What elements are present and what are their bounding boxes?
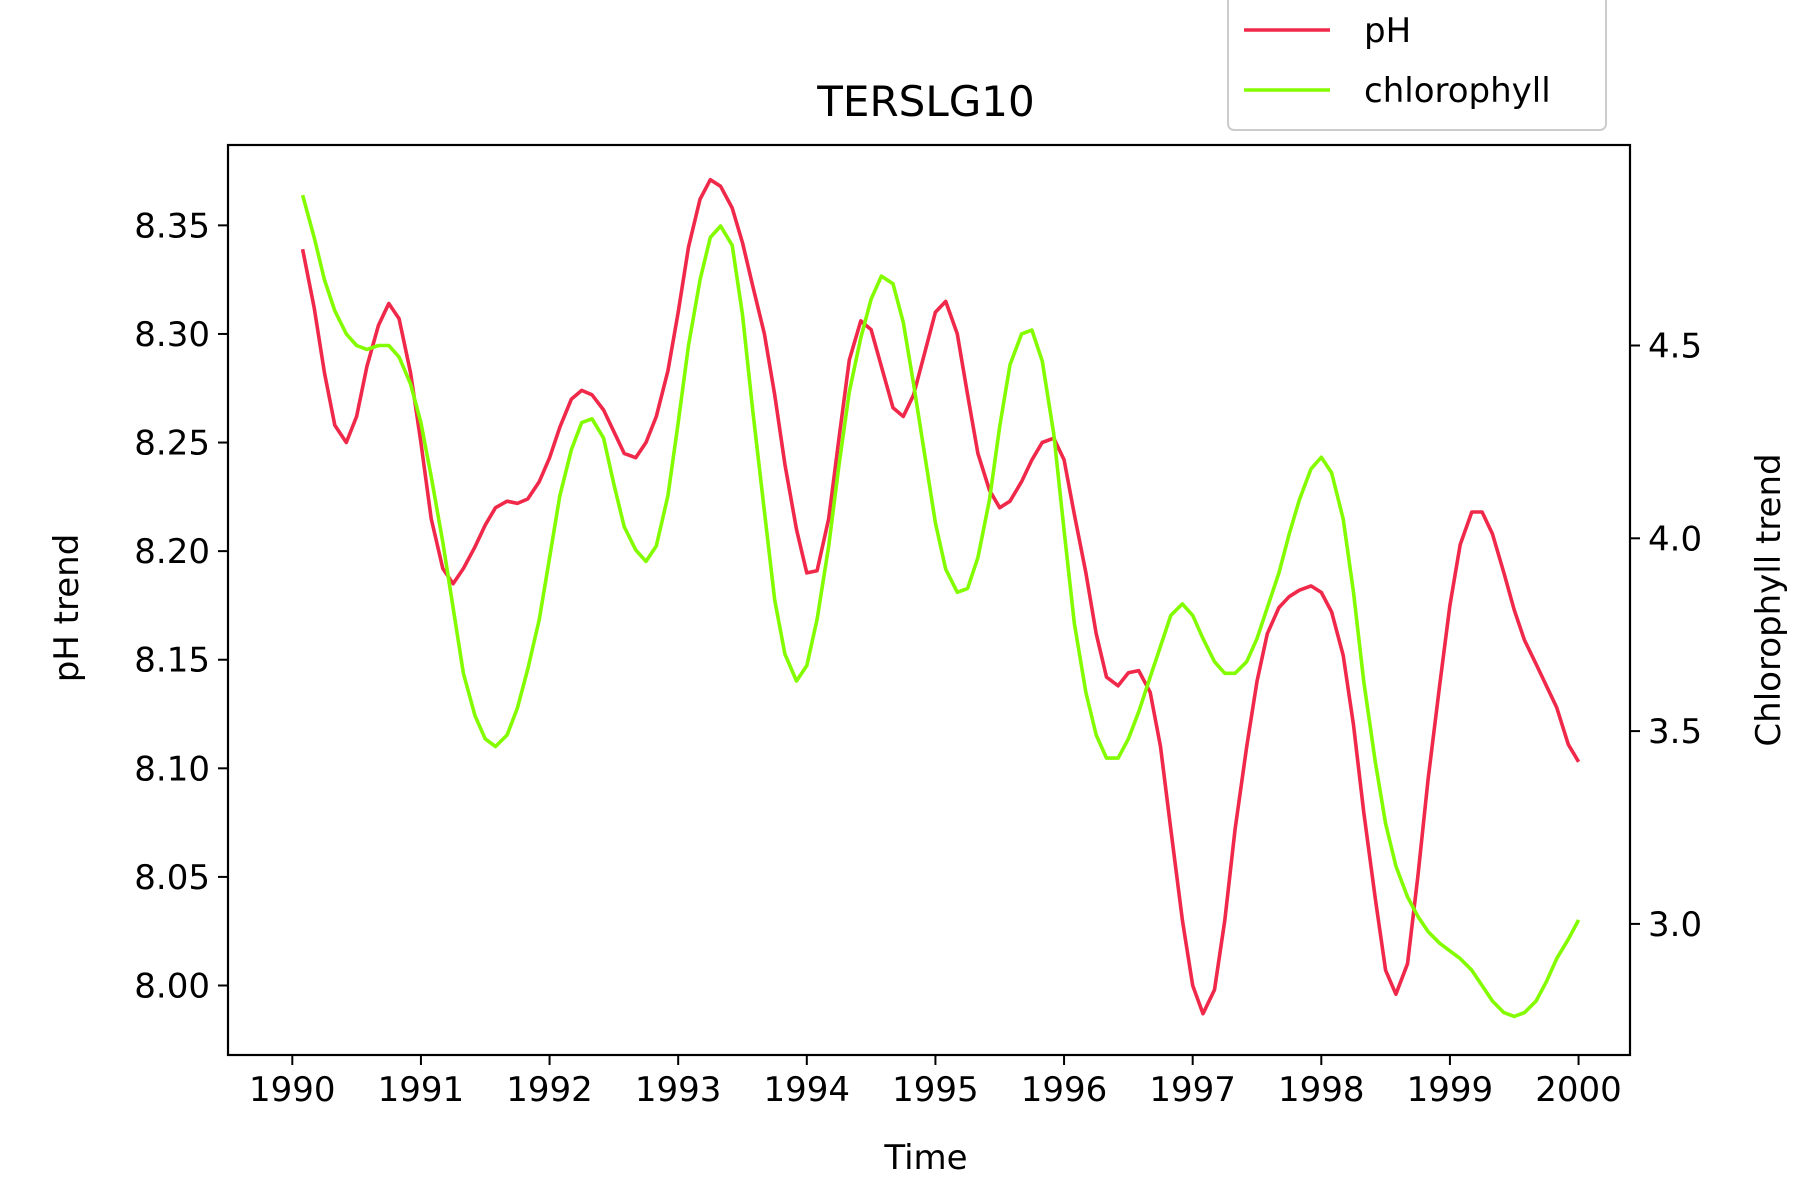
x-tick-label: 1999 xyxy=(1407,1070,1494,1110)
legend-label-ph: pH xyxy=(1364,11,1411,51)
x-tick-label: 1997 xyxy=(1149,1070,1236,1110)
y-axis-right-title: Chlorophyll trend xyxy=(1749,453,1789,746)
series-line-chlorophyll xyxy=(300,194,1581,1019)
chart-title: TERSLG10 xyxy=(816,77,1034,126)
x-tick-label: 1990 xyxy=(249,1070,336,1110)
x-tick-label: 1994 xyxy=(764,1070,851,1110)
x-tick-label: 1995 xyxy=(892,1070,979,1110)
y-left-tick-label: 8.00 xyxy=(134,967,210,1007)
y-left-tick-label: 8.10 xyxy=(134,749,210,789)
y-right-tick-label: 4.5 xyxy=(1648,327,1702,367)
x-axis: 1990 1991 1992 1993 1994 1995 1996 1997 1998 1999… xyxy=(249,1055,1622,1110)
y-axis-right: 3.0 3.5 4.0 4.5 xyxy=(1630,327,1702,945)
series-layer xyxy=(300,177,1581,1019)
y-left-tick-label: 8.25 xyxy=(134,424,210,464)
legend-box xyxy=(1227,0,1607,131)
x-axis-title: Time xyxy=(883,1138,967,1178)
y-axis-left: 8.00 8.05 8.10 8.15 8.20 8.25 8.30 8.35 xyxy=(134,206,228,1007)
y-right-tick-label: 3.0 xyxy=(1648,905,1702,945)
x-tick-label: 1992 xyxy=(506,1070,593,1110)
y-right-tick-label: 3.5 xyxy=(1648,712,1702,752)
legend: pH chlorophyll xyxy=(1227,0,1607,131)
x-tick-label: 2000 xyxy=(1535,1070,1622,1110)
plot-area-frame xyxy=(226,143,1632,1057)
y-left-tick-label: 8.15 xyxy=(134,641,210,681)
x-tick-label: 1991 xyxy=(378,1070,465,1110)
legend-label-chlorophyll: chlorophyll xyxy=(1364,71,1551,111)
y-left-tick-label: 8.20 xyxy=(134,532,210,572)
y-left-tick-label: 8.05 xyxy=(134,858,210,898)
series-line-pH xyxy=(300,177,1581,1016)
x-tick-label: 1993 xyxy=(635,1070,722,1110)
x-tick-label: 1998 xyxy=(1278,1070,1365,1110)
x-tick-label: 1996 xyxy=(1021,1070,1108,1110)
y-axis-left-title: pH trend xyxy=(47,534,87,683)
y-left-tick-label: 8.35 xyxy=(134,206,210,246)
y-right-tick-label: 4.0 xyxy=(1648,519,1702,559)
y-left-tick-label: 8.30 xyxy=(134,315,210,355)
